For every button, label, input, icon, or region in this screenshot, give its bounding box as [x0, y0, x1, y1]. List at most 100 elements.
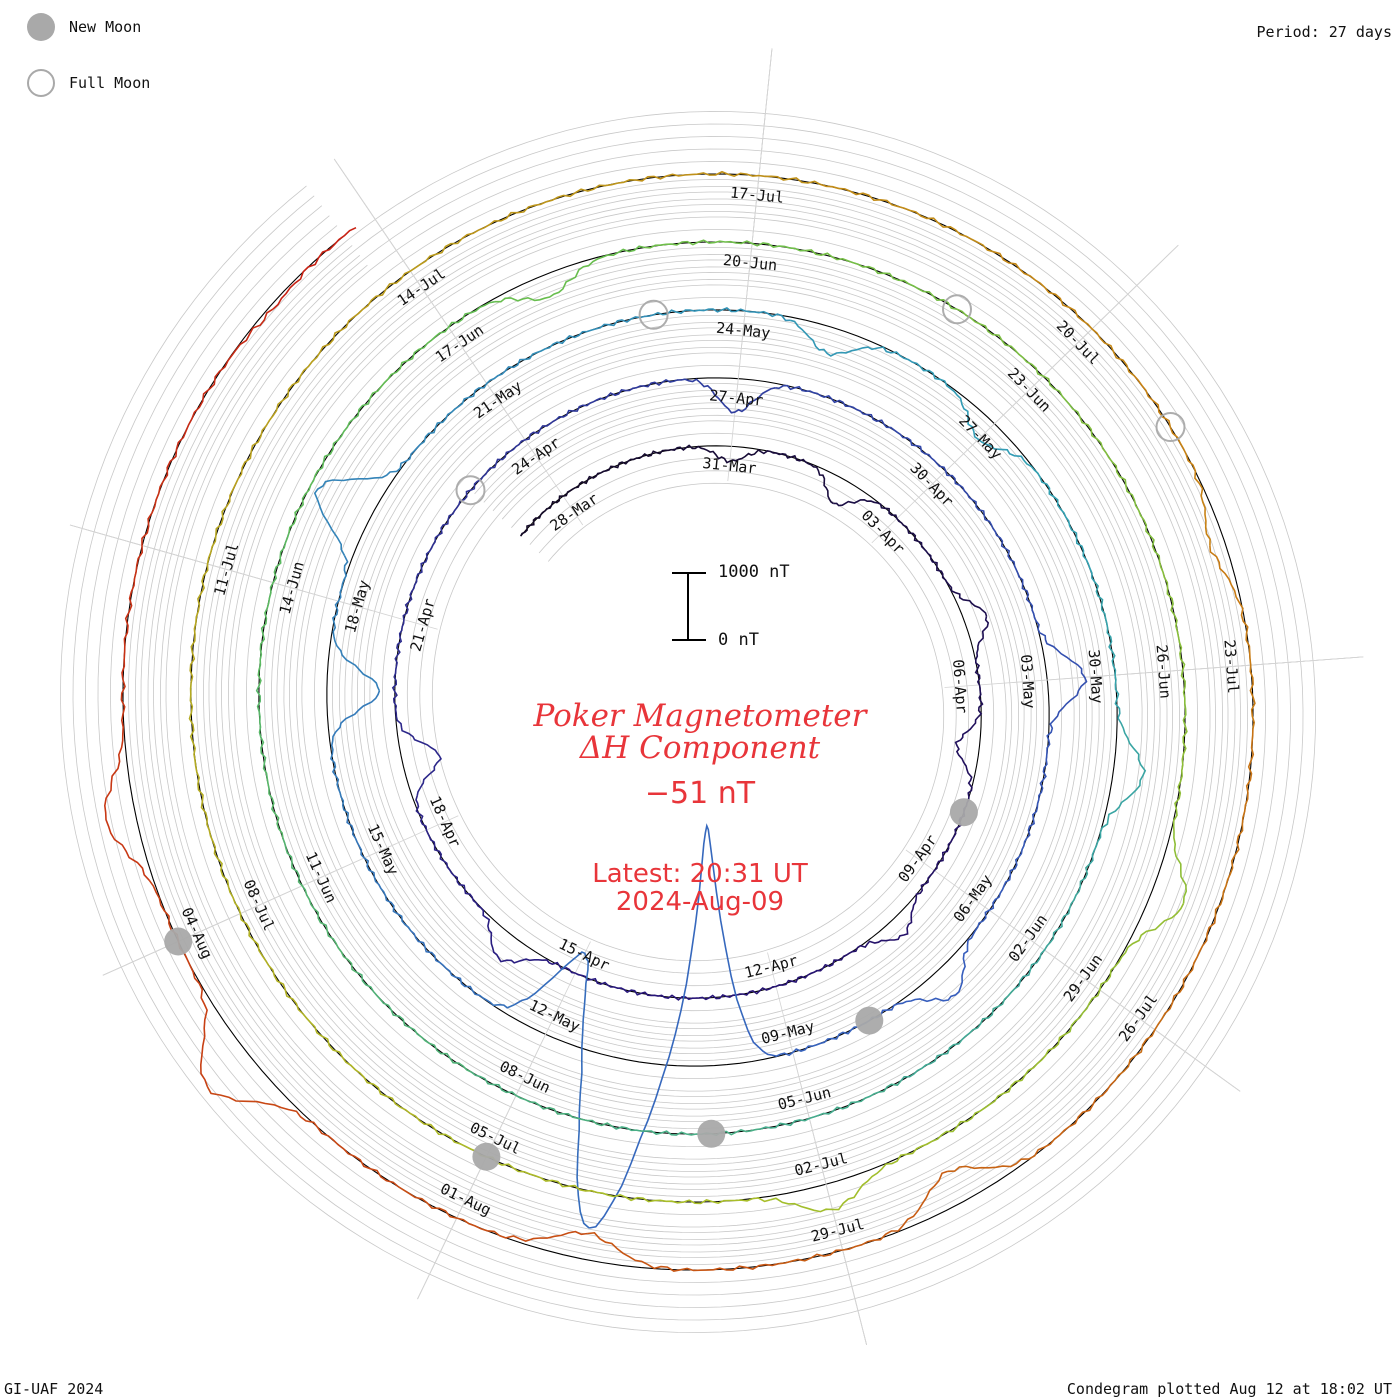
deltaH-trace-segment: [883, 423, 973, 501]
grid-spiral: [72, 123, 1304, 1321]
deltaH-trace-segment: [313, 443, 421, 557]
deltaH-trace-segment: [494, 245, 645, 303]
deltaH-trace-segment: [206, 1086, 399, 1188]
deltaH-trace-segment: [302, 1013, 436, 1130]
new-moon-marker: [472, 1142, 501, 1171]
grid-spiral: [110, 161, 1266, 1283]
new-moon-marker: [164, 927, 193, 956]
deltaH-trace-segment: [587, 448, 672, 481]
deltaH-trace-segment: [103, 679, 150, 881]
deltaH-trace-segment: [947, 1080, 1116, 1173]
data-traces: [103, 170, 1256, 1272]
deltaH-trace-segment: [778, 1170, 949, 1265]
full-moon-marker: [638, 299, 669, 330]
deltaH-trace-segment: [760, 1080, 902, 1130]
deltaH-trace-segment: [225, 351, 321, 508]
period-label: Period: 27 days: [1256, 23, 1392, 41]
deltaH-trace-segment: [542, 959, 642, 996]
deltaH-trace-segment: [635, 170, 821, 186]
deltaH-trace-segment: [392, 691, 442, 796]
deltaH-trace-segment: [1158, 561, 1187, 727]
deltaH-trace-segment: [1214, 728, 1255, 917]
legend-label: New Moon: [69, 18, 142, 36]
deltaH-trace-segment: [121, 480, 165, 680]
deltaH-trace-segment: [257, 532, 290, 686]
deltaH-trace-segment: [661, 378, 776, 414]
deltaH-trace-segment: [255, 685, 284, 839]
spiral-grid: [60, 48, 1364, 1345]
deltaH-trace-segment: [369, 300, 496, 399]
deltaH-trace-segment: [1094, 581, 1122, 724]
deltaH-trace-segment: [282, 837, 358, 973]
deltaH-trace-segment: [1014, 863, 1091, 990]
grid-spiral: [97, 148, 1279, 1296]
footer-credit: GI-UAF 2024: [4, 1380, 104, 1398]
latest-time: Latest: 20:31 UT: [592, 859, 808, 889]
deltaH-trace-segment: [524, 314, 654, 361]
deltaH-trace-segment: [148, 879, 209, 1088]
date-tick-label: 27-Apr: [708, 386, 764, 409]
deltaH-trace-segment: [1026, 719, 1055, 839]
date-tick-label: 29-Jun: [1060, 951, 1106, 1005]
deltaH-trace-segment: [805, 249, 958, 310]
deltaH-trace-segment: [644, 239, 806, 252]
deltaH-trace-segment: [470, 418, 557, 491]
deltaH-trace-segment: [760, 450, 834, 505]
deltaH-trace-segment: [596, 1191, 771, 1205]
deltaH-trace-segment: [775, 384, 885, 425]
deltaH-trace-segment: [917, 540, 988, 617]
latest-date: 2024-Aug-09: [615, 887, 785, 917]
deltaH-trace-segment: [189, 506, 227, 683]
date-tick-label: 26-Jun: [1153, 644, 1175, 699]
grid-spiral: [60, 111, 1316, 1333]
current-value: −51 nT: [644, 776, 756, 811]
deltaH-trace-segment: [868, 945, 969, 1022]
date-tick-label: 28-Mar: [547, 490, 602, 535]
deltaH-trace-segment: [397, 1186, 588, 1242]
deltaH-trace-segment: [217, 858, 304, 1015]
radial-spoke: [1215, 656, 1364, 669]
deltaH-trace-segment: [1114, 916, 1217, 1082]
deltaH-trace-segment: [346, 817, 412, 932]
deltaH-trace-segment: [742, 959, 838, 996]
date-tick-label: 03-May: [1017, 654, 1039, 709]
deltaH-trace-segment: [993, 251, 1135, 377]
full-moon-marker: [1155, 412, 1186, 442]
date-tick-label: 23-Jul: [1220, 639, 1242, 694]
date-tick-label: 24-May: [715, 319, 771, 342]
deltaH-trace-segment: [919, 366, 1025, 461]
date-tick-label: 12-Apr: [743, 951, 800, 982]
deltaH-trace-segment: [915, 812, 966, 899]
deltaH-trace-segment: [966, 837, 1028, 946]
full-moon-marker: [455, 475, 486, 506]
deltaH-trace-segment: [464, 889, 543, 964]
date-tick-label: 30-May: [1085, 649, 1107, 704]
full-moon-marker: [942, 294, 972, 325]
deltaH-trace-segment: [330, 690, 381, 818]
grid-spiral: [85, 136, 1291, 1308]
new-moon-icon: [27, 13, 55, 41]
date-tick-label: 01-Aug: [437, 1180, 494, 1220]
deltaH-trace-segment: [1133, 375, 1211, 546]
date-tick-label: 26-Jul: [1115, 990, 1161, 1044]
date-tick-label: 06-Apr: [949, 659, 971, 714]
radial-spoke: [1126, 1008, 1241, 1092]
deltaH-trace-segment: [434, 1128, 598, 1194]
scale-bar: [672, 572, 706, 641]
deltaH-trace-segment: [974, 616, 990, 718]
deltaH-trace-segment: [956, 308, 1081, 418]
deltaH-trace-segment: [611, 1125, 761, 1137]
radial-spoke: [1066, 244, 1179, 354]
full-moon-icon: [27, 69, 55, 97]
date-tick-label: 20-Jul: [1053, 317, 1104, 368]
deltaH-trace-segment: [332, 555, 381, 692]
deltaH-trace-segment: [1064, 902, 1185, 1036]
radial-spoke: [333, 158, 431, 301]
grid-spiral: [160, 211, 1216, 1233]
scale-top-label: 1000 nT: [718, 562, 790, 582]
deltaH-trace-segment: [837, 898, 917, 961]
deltaH-trace-segment: [931, 1033, 1066, 1142]
deltaH-trace-segment: [833, 498, 919, 543]
deltaH-trace-segment: [769, 1140, 933, 1213]
